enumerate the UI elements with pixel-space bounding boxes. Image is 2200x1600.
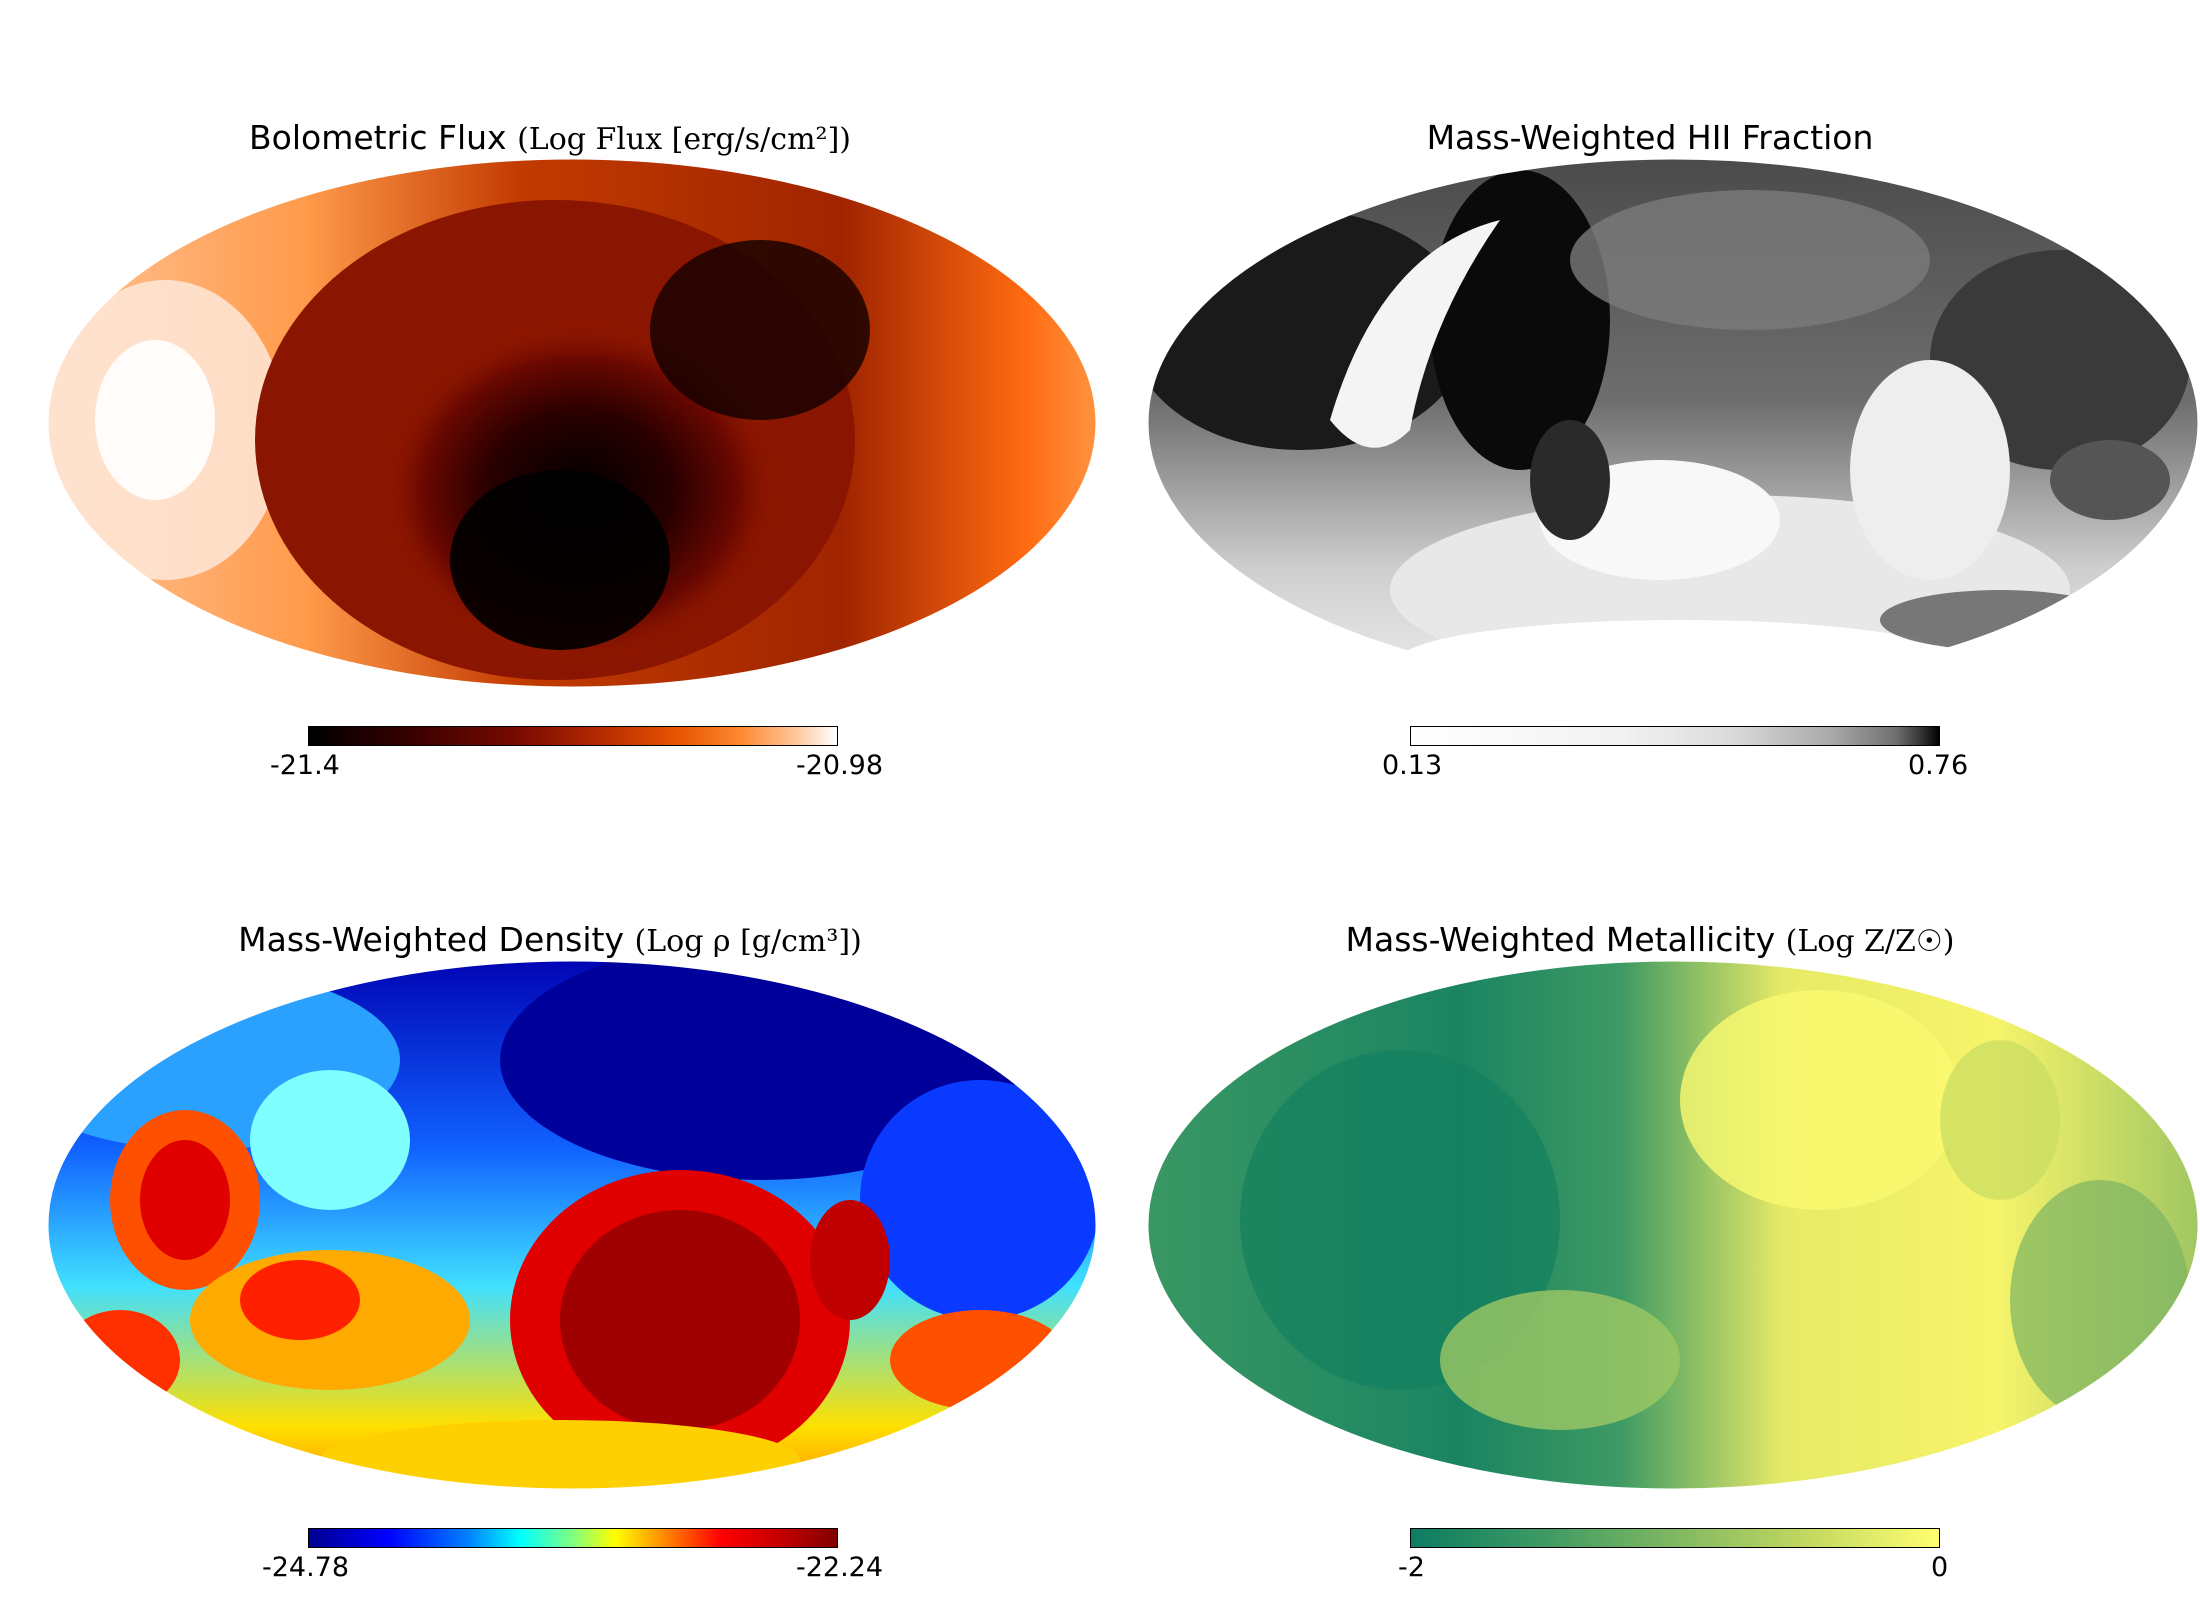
panel-title-text: Mass-Weighted HII Fraction <box>1426 118 1874 157</box>
mollweide-map-density <box>47 960 1097 1490</box>
panel-title: Mass-Weighted Density (Log ρ [g/cm³]) <box>0 920 1100 959</box>
colorbar-max-label: 0.76 <box>1908 750 1969 781</box>
panel-metallicity: Mass-Weighted Metallicity (Log Z/Z☉) -2 <box>1100 800 2200 1600</box>
colorbar-max-label: -20.98 <box>796 750 884 781</box>
panel-title-text: Bolometric Flux <box>249 118 507 157</box>
panel-title-unit: (Log Z/Z☉) <box>1785 924 1955 959</box>
panel-title-unit: (Log ρ [g/cm³]) <box>634 924 862 959</box>
colorbar-min-label: 0.13 <box>1382 750 1443 781</box>
panel-title: Mass-Weighted Metallicity (Log Z/Z☉) <box>1100 920 2200 959</box>
mollweide-map-metallicity <box>1147 960 2199 1490</box>
mollweide-map-hii <box>1147 158 2199 688</box>
panel-hii-fraction: Mass-Weighted HII Fraction <box>1100 0 2200 800</box>
panel-title: Bolometric Flux (Log Flux [erg/s/cm²]) <box>0 118 1100 157</box>
panel-title: Mass-Weighted HII Fraction <box>1100 118 2200 157</box>
panel-density: Mass-Weighted Density (Log ρ [g/cm³]) <box>0 800 1100 1600</box>
mollweide-map-flux <box>47 158 1097 688</box>
panel-title-unit: (Log Flux [erg/s/cm²]) <box>517 122 851 157</box>
colorbar-flux <box>308 726 838 746</box>
colorbar-max-label: 0 <box>1931 1552 1949 1583</box>
colorbar-density <box>308 1528 838 1548</box>
colorbar-metallicity <box>1410 1528 1940 1548</box>
panel-title-text: Mass-Weighted Metallicity <box>1345 920 1776 959</box>
panel-bolometric-flux: Bolometric Flux (Log Flux [erg/s/cm²]) <box>0 0 1100 800</box>
colorbar-min-label: -21.4 <box>270 750 340 781</box>
colorbar-min-label: -2 <box>1398 1552 1425 1583</box>
colorbar-min-label: -24.78 <box>262 1552 350 1583</box>
colorbar-max-label: -22.24 <box>796 1552 884 1583</box>
panel-title-text: Mass-Weighted Density <box>238 920 624 959</box>
colorbar-hii <box>1410 726 1940 746</box>
